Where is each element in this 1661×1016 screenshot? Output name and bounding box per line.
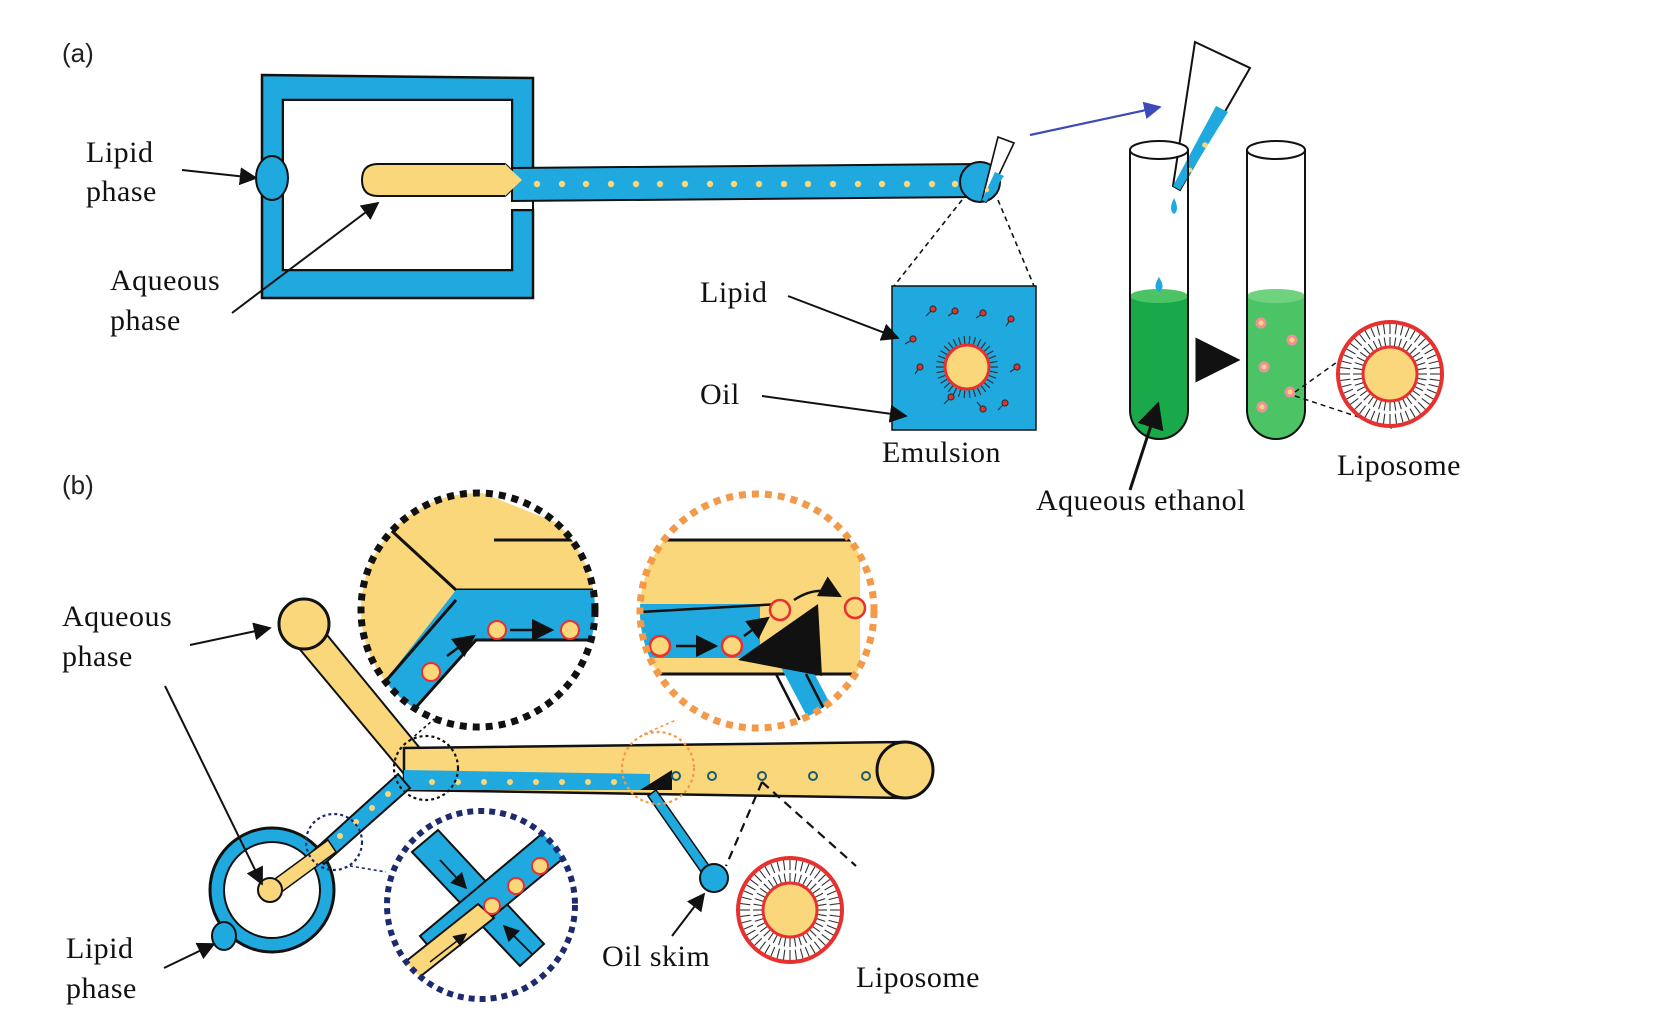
label-a-aqueous-ethanol: Aqueous ethanol [1036,484,1246,517]
liposome-a [1336,320,1444,428]
label-b-aqueous-phase-2: phase [62,640,133,673]
liposome-b [736,856,844,964]
panel-a-droplets [533,180,959,188]
label-b-aqueous-phase-1: Aqueous [62,600,172,633]
liposome-b-zoom-lines [724,781,857,867]
label-a-lipid-phase-2: phase [86,175,157,208]
label-a-aqueous-phase-2: phase [110,304,181,337]
junction-zoom-marker [392,734,460,802]
panel-b-label: (b) [62,470,94,500]
label-a-emulsion: Emulsion [882,436,1001,469]
transfer-arrow [1029,101,1162,137]
test-tube-aqueous-ethanol [1129,140,1189,440]
zoom-nozzle [384,808,578,1002]
panel-b-chip [208,597,935,954]
panel-b-droplets [337,779,617,839]
skim-zoom-marker [620,730,696,806]
label-b-lipid-phase-2: phase [66,972,137,1005]
emulsion-droplet [936,336,998,398]
label-a-lipid-phase-1: Lipid [86,136,154,169]
label-b-oil-skim: Oil skim [602,940,710,973]
nozzle-zoom-marker [304,812,364,872]
zoom-junction [357,489,599,731]
panel-a-chip [255,73,1016,300]
label-a-aqueous-phase-1: Aqueous [110,264,220,297]
zoom-skimmer [636,490,878,732]
label-a-oil: Oil [700,378,740,411]
label-b-liposome: Liposome [856,961,980,994]
label-a-lipid: Lipid [700,276,768,309]
free-lipid-molecules [904,305,1021,413]
emulsion-box [891,285,1037,431]
emulsion-zoom-lines [893,199,1035,287]
pipette [1171,40,1252,214]
test-tube-liposomes [1246,140,1306,440]
label-a-liposome: Liposome [1337,449,1461,482]
panel-a-label: (a) [62,38,94,68]
label-b-lipid-phase-1: Lipid [66,932,134,965]
